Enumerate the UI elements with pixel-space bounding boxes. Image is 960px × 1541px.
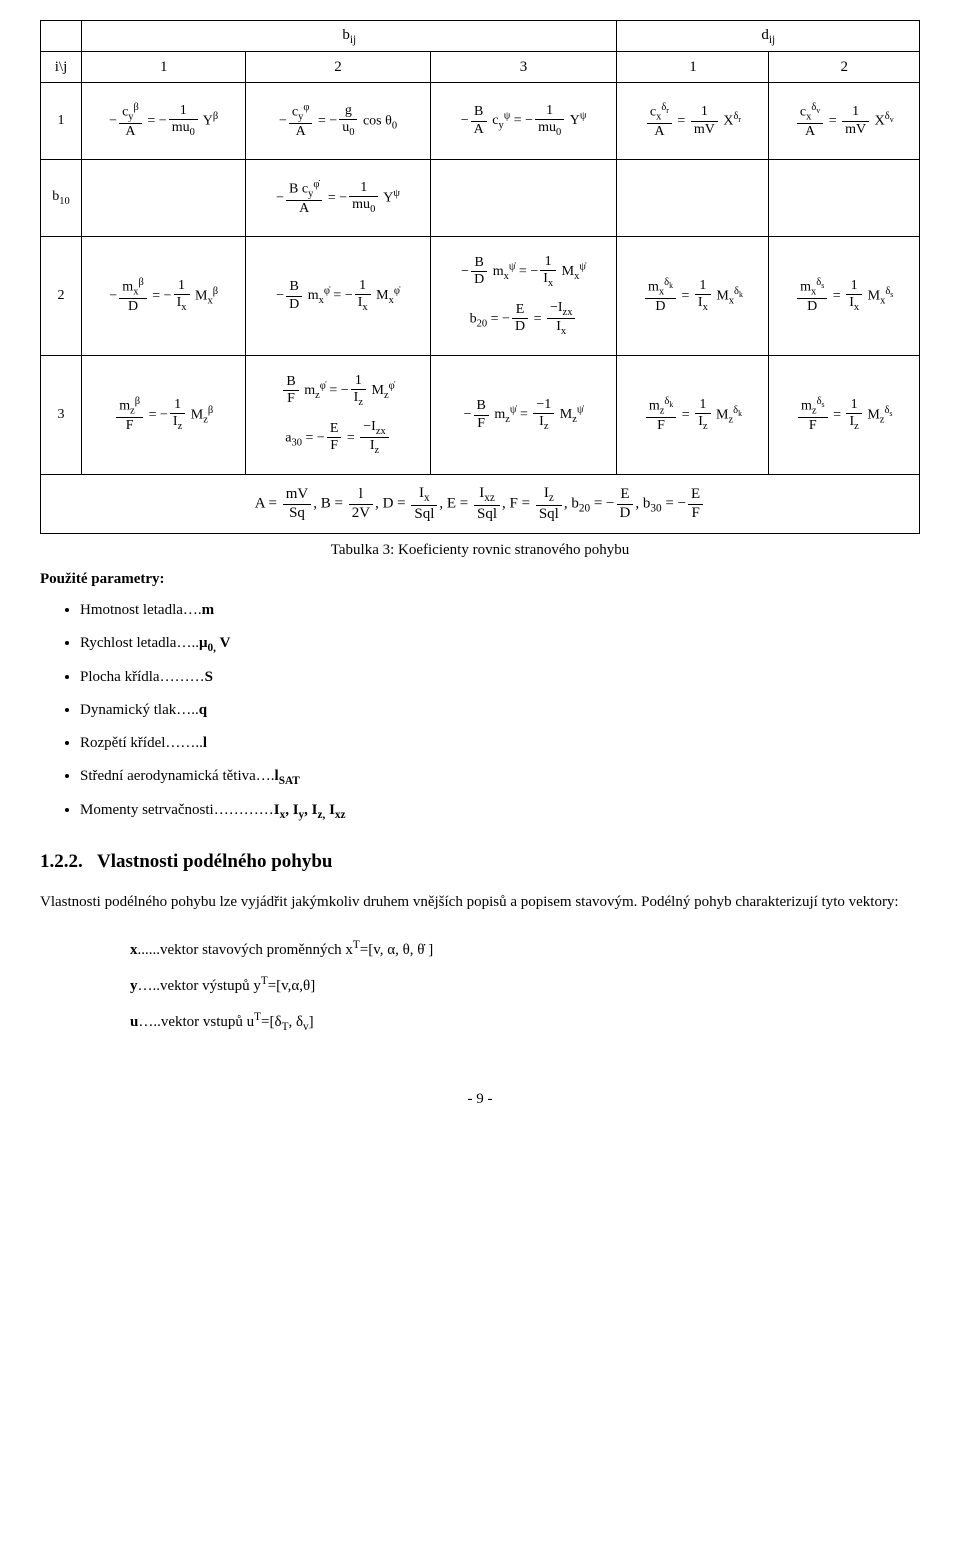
col-2: 2 xyxy=(246,52,430,83)
cell-3-1: mzβF = −1Iz Mzβ xyxy=(82,356,246,475)
vector-definitions: x......vektor stavových proměnných xT=[v… xyxy=(130,932,920,1041)
cell-3-5: mzδsF = 1Iz Mzδs xyxy=(769,356,920,475)
cell-1-2: −cyφA = −gu0 cos θ0 xyxy=(246,83,430,160)
params-title: Použité parametry: xyxy=(40,571,920,588)
param-item: Dynamický tlak…..q xyxy=(80,694,920,727)
col-1: 1 xyxy=(82,52,246,83)
param-item: Hmotnost letadla….m xyxy=(80,594,920,627)
row1-label: 1 xyxy=(41,83,82,160)
param-item: Plocha křídla………S xyxy=(80,661,920,694)
page-number: - 9 - xyxy=(40,1091,920,1108)
row-b10-label: b10 xyxy=(41,160,82,237)
param-item: Momenty setrvačnosti…………Ix, Iy, Iz, Ixz xyxy=(80,794,920,828)
param-item: Střední aerodynamická tětiva….lSAT xyxy=(80,760,920,794)
footer-formula: A = mVSq, B = l2V, D = IxSql, E = IxzSql… xyxy=(41,475,920,534)
param-item: Rozpětí křídel……..l xyxy=(80,727,920,760)
cell-1-4: cxδrA = 1mV Xδr xyxy=(617,83,769,160)
param-item: Rychlost letadla…..μ0, V xyxy=(80,627,920,661)
cell-2-2: −BD mxφ̇ = −1Ix Mxφ̇ xyxy=(246,237,430,356)
cell-b10-2: −B cyφ̇A = −1mu0 Yψ xyxy=(246,160,430,237)
cell-2-5: mxδsD = 1Ix Mxδs xyxy=(769,237,920,356)
def-u: u…..vektor vstupů uT=[δT, δv] xyxy=(130,1004,920,1041)
section-heading: 1.2.2. Vlastnosti podélného pohybu xyxy=(40,851,920,873)
def-x: x......vektor stavových proměnných xT=[v… xyxy=(130,932,920,968)
cell-3-4: mzδkF = 1Iz Mzδk xyxy=(617,356,769,475)
row2-label: 2 xyxy=(41,237,82,356)
col-3: 3 xyxy=(430,52,617,83)
body-paragraph: Vlastnosti podélného pohybu lze vyjádřit… xyxy=(40,888,920,917)
header-b: bij xyxy=(82,21,617,52)
cell-1-3: −BA cyψ = −1mu0 Yψ xyxy=(430,83,617,160)
cell-2-3: −BD mxψ̇ = −1Ix Mxψ̇ b20 = −ED = −IzxIx xyxy=(430,237,617,356)
col-d1: 1 xyxy=(617,52,769,83)
cell-3-2: BF mzφ̇ = −1Iz Mzφ̇ a30 = −EF = −IzxIz xyxy=(246,356,430,475)
table-caption: Tabulka 3: Koeficienty rovnic stranového… xyxy=(40,542,920,559)
cell-2-4: mxδkD = 1Ix Mxδk xyxy=(617,237,769,356)
cell-2-1: −mxβD = −1Ix Mxβ xyxy=(82,237,246,356)
cell-1-5: cxδvA = 1mV Xδv xyxy=(769,83,920,160)
def-y: y…..vektor výstupů yT=[v,α,θ] xyxy=(130,968,920,1004)
cell-1-1: −cyβA = −1mu0 Yβ xyxy=(82,83,246,160)
params-list: Hmotnost letadla….m Rychlost letadla…..μ… xyxy=(60,594,920,827)
coefficients-table: bij dij i\j 1 2 3 1 2 1 −cyβA = −1mu0 Yβ… xyxy=(40,20,920,534)
header-d: dij xyxy=(617,21,920,52)
cell-3-3: −BF mzψ̇ = −1Iz Mzψ̇ xyxy=(430,356,617,475)
col-d2: 2 xyxy=(769,52,920,83)
row3-label: 3 xyxy=(41,356,82,475)
ij-label: i\j xyxy=(41,52,82,83)
